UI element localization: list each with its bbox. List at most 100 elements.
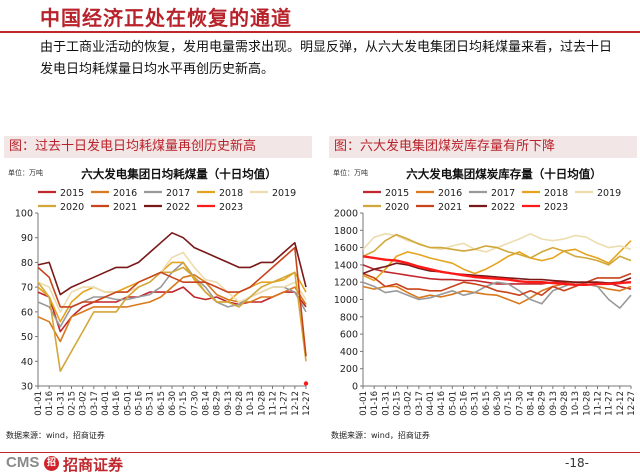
series-line-2021 <box>37 246 307 357</box>
x-tick-label: 07-15 <box>504 391 514 416</box>
legend-label-2016: 2016 <box>113 188 137 199</box>
legend-label-2020: 2020 <box>385 202 409 213</box>
y-tick-label: 70 <box>21 283 33 294</box>
right-source-note: 数据来源：wind，招商证券 <box>331 431 430 440</box>
x-tick-label: 09-28 <box>235 391 245 416</box>
legend-label-2023: 2023 <box>219 202 243 213</box>
x-tick-label: 06-30 <box>493 391 503 416</box>
legend-label-2018: 2018 <box>544 188 568 199</box>
x-tick-label: 07-30 <box>190 391 200 416</box>
x-tick-label: 02-15 <box>393 391 403 416</box>
legend-label-2022: 2022 <box>166 202 190 213</box>
coal-consumption-chart: 单位：万吨 六大发电集团日均耗煤量（十日均值） 2015 2016 2017 2018 20… <box>8 167 312 416</box>
x-tick-label: 10-28 <box>257 391 267 416</box>
series-line-2019 <box>37 251 307 313</box>
x-tick-label: 09-13 <box>549 391 559 416</box>
coal-inventory-chart: 单位：万吨 六大发电集团煤炭库存量（十日均值） 2015 2016 2017 2018 20… <box>333 167 637 416</box>
x-tick-label: 10-13 <box>246 391 256 416</box>
x-tick-label: 03-17 <box>90 391 100 416</box>
y-tick-label: 40 <box>21 357 33 368</box>
x-tick-label: 05-01 <box>123 391 133 416</box>
legend-label-2021: 2021 <box>113 202 137 213</box>
x-tick-label: 12-27 <box>627 391 637 416</box>
series-line-2016 <box>37 274 307 343</box>
x-tick-label: 05-16 <box>460 391 470 416</box>
x-tick-label: 10-28 <box>582 391 592 416</box>
x-tick-label: 10-13 <box>571 391 581 416</box>
footer-rule <box>0 452 640 453</box>
logo-cms-text: CMS <box>6 454 40 471</box>
x-tick-label: 05-31 <box>146 391 156 416</box>
series-line-2018 <box>37 261 307 323</box>
legend-label-2019: 2019 <box>272 188 296 199</box>
series-line-2020 <box>362 233 632 266</box>
x-tick-label: 12-12 <box>291 391 301 416</box>
x-tick-label: 08-29 <box>213 391 223 416</box>
x-tick-label: 09-13 <box>224 391 234 416</box>
x-tick-label: 11-27 <box>280 391 290 416</box>
legend-label-2019: 2019 <box>597 188 621 199</box>
legend-label-2016: 2016 <box>438 188 462 199</box>
x-tick-label: 01-16 <box>370 391 380 416</box>
x-tick-label: 04-01 <box>426 391 436 416</box>
chart-title: 六大发电集团煤炭库存量（十日均值） <box>406 167 602 181</box>
chart-title: 六大发电集团日均耗煤量（十日均值） <box>81 167 277 181</box>
legend-label-2015: 2015 <box>60 188 84 199</box>
x-tick-label: 05-16 <box>135 391 145 416</box>
left-source-note: 数据来源：wind，招商证券 <box>6 431 105 440</box>
x-tick-label: 01-31 <box>381 391 391 416</box>
x-tick-label: 06-15 <box>157 391 167 416</box>
x-tick-label: 06-15 <box>482 391 492 416</box>
y-tick-label: 100 <box>15 209 33 220</box>
y-tick-label: 80 <box>21 258 33 269</box>
x-tick-label: 08-29 <box>538 391 548 416</box>
legend-label-2017: 2017 <box>166 188 190 199</box>
intro-text: 由于工商业活动的恢复，发用电量需求出现。明显反弹，从六大发电集团日均耗煤量来看，… <box>40 40 613 77</box>
series-point-2023 <box>303 381 309 386</box>
x-tick-label: 01-01 <box>34 391 44 416</box>
y-tick-label: 2000 <box>334 209 358 220</box>
x-tick-label: 03-02 <box>79 391 89 416</box>
x-tick-label: 05-31 <box>471 391 481 416</box>
x-tick-label: 06-30 <box>168 391 178 416</box>
legend-label-2018: 2018 <box>219 188 243 199</box>
x-tick-label: 03-17 <box>415 391 425 416</box>
left-panel-header: 图：过去十日发电日均耗煤量再创历史新高 <box>4 136 312 158</box>
legend-label-2021: 2021 <box>438 202 462 213</box>
x-tick-label: 01-31 <box>56 391 66 416</box>
legend-label-2022: 2022 <box>491 202 515 213</box>
y-tick-label: 0 <box>352 382 358 393</box>
unit-label: 单位：万吨 <box>8 168 43 177</box>
y-tick-label: 800 <box>340 312 358 323</box>
series-line-2018 <box>362 240 632 282</box>
legend-label-2017: 2017 <box>491 188 515 199</box>
x-tick-label: 11-27 <box>605 391 615 416</box>
legend-label-2020: 2020 <box>60 202 84 213</box>
y-tick-label: 1600 <box>334 243 358 254</box>
page-number: -18- <box>565 456 589 470</box>
y-tick-label: 30 <box>21 382 33 393</box>
x-tick-label: 09-28 <box>560 391 570 416</box>
x-tick-label: 05-01 <box>448 391 458 416</box>
x-tick-label: 12-12 <box>616 391 626 416</box>
series-line-2023 <box>362 255 632 286</box>
y-tick-label: 600 <box>340 330 358 341</box>
logo-company-name: 招商证券 <box>63 456 124 474</box>
series-line-2022 <box>362 262 632 284</box>
page-title: 中国经济正处在恢复的通道 <box>40 6 292 30</box>
series-line-2015 <box>37 286 307 333</box>
x-tick-label: 04-01 <box>101 391 111 416</box>
x-tick-label: 01-01 <box>359 391 369 416</box>
logo-mark-icon: 招 <box>44 456 59 471</box>
title-rule <box>0 31 640 33</box>
legend-label-2023: 2023 <box>544 202 568 213</box>
y-tick-label: 1000 <box>334 295 358 306</box>
series-line-2022 <box>37 232 307 296</box>
y-tick-label: 1800 <box>334 226 358 237</box>
x-tick-label: 11-12 <box>269 391 279 416</box>
x-tick-label: 07-30 <box>515 391 525 416</box>
right-panel-header: 图：六大发电集团煤炭库存量有所下降 <box>329 136 637 158</box>
x-tick-label: 04-16 <box>437 391 447 416</box>
x-tick-label: 02-15 <box>68 391 78 416</box>
x-tick-label: 12-27 <box>302 391 312 416</box>
